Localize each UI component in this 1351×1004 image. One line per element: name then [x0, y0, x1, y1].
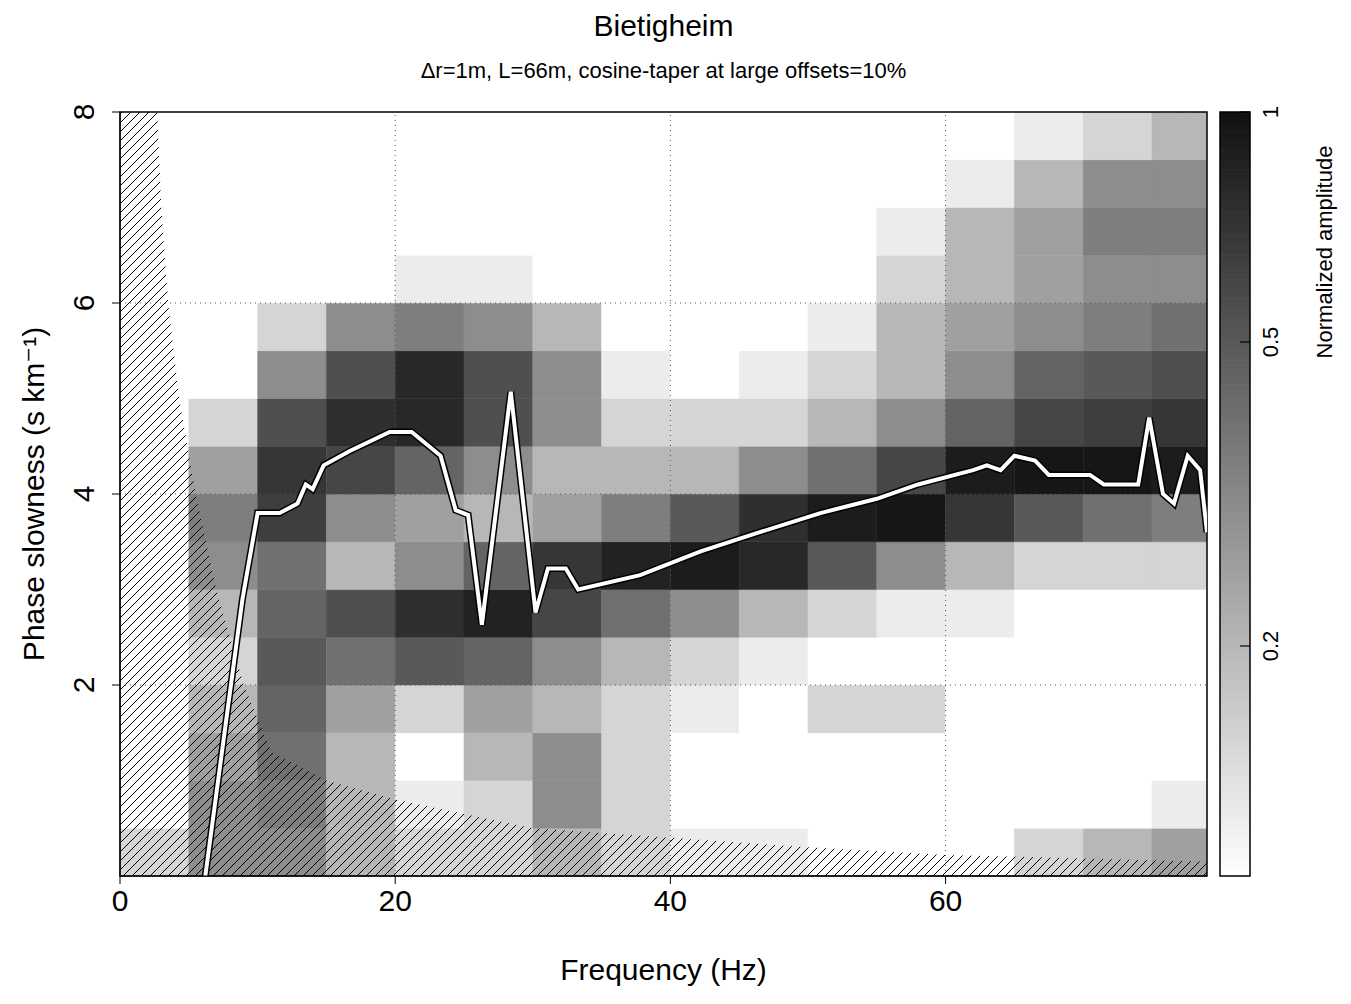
- html-text:Bietigheim: Bietigheim: [593, 9, 734, 42]
- html-text:Phase slowness (s km⁻¹): Phase slowness (s km⁻¹): [17, 326, 50, 662]
- html-text:Frequency (Hz): Frequency (Hz): [560, 953, 767, 986]
- svg-text:2: 2: [67, 677, 100, 694]
- svg-text:6: 6: [67, 295, 100, 312]
- svg-text:Normalized amplitude: Normalized amplitude: [1312, 146, 1337, 359]
- svg-text:0.2: 0.2: [1258, 631, 1283, 662]
- svg-text:0.5: 0.5: [1258, 327, 1283, 358]
- svg-text:1: 1: [1258, 106, 1283, 118]
- svg-text:8: 8: [67, 104, 100, 121]
- svg-text:40: 40: [654, 884, 687, 917]
- svg-text:20: 20: [379, 884, 412, 917]
- html-text:Δr=1m, L=66m, cosine-taper at: Δr=1m, L=66m, cosine-taper at large offs…: [420, 58, 907, 83]
- svg-text:0: 0: [112, 884, 129, 917]
- svg-text:60: 60: [929, 884, 962, 917]
- svg-text:4: 4: [67, 486, 100, 503]
